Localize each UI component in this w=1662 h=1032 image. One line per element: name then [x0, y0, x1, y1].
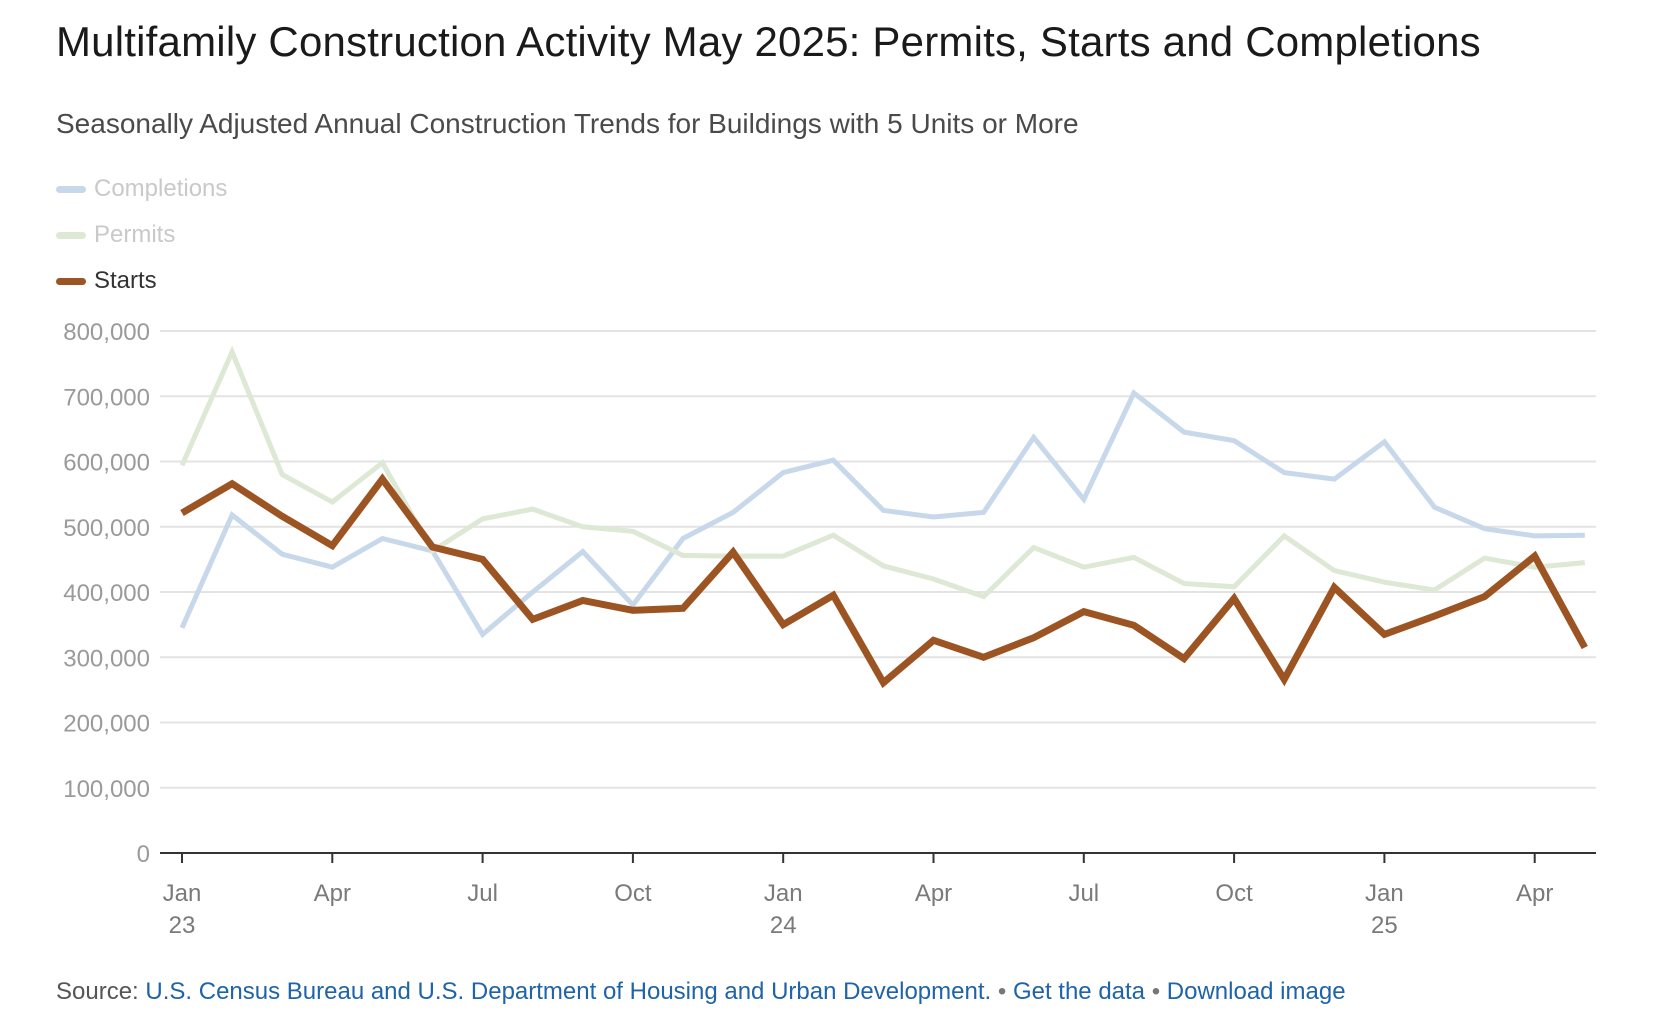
x-tick-label: Oct — [614, 880, 652, 907]
series-line-permits — [179, 345, 1586, 600]
y-tick-label: 400,000 — [63, 580, 150, 607]
line-chart: 0 100,000 200,000 300,000 400,000 500,000 600,… — [63, 319, 1596, 939]
footer-separator: • — [997, 978, 1007, 1005]
legend-swatch-permits — [56, 231, 86, 239]
legend-item-completions[interactable]: Completions — [56, 166, 227, 212]
legend-item-permits[interactable]: Permits — [56, 212, 227, 258]
footer-separator: • — [1151, 978, 1161, 1005]
series-line-starts — [180, 473, 1588, 689]
y-tick-label: 800,000 — [63, 319, 150, 346]
x-tick-label: Jul — [1068, 880, 1099, 907]
y-tick-label: 300,000 — [63, 645, 150, 672]
x-tick-sublabel: 25 — [1371, 912, 1398, 939]
legend-label-starts: Starts — [94, 267, 157, 294]
x-tick-label: Apr — [915, 880, 952, 907]
x-tick-label: Jan — [1365, 880, 1404, 907]
legend-label-completions: Completions — [94, 175, 228, 202]
x-tick-label: Apr — [1516, 880, 1553, 907]
legend-item-starts[interactable]: Starts — [56, 258, 227, 304]
x-tick-sublabel: 24 — [770, 912, 797, 939]
chart-title: Multifamily Construction Activity May 20… — [56, 18, 1481, 65]
download-image-link[interactable]: Download image — [1166, 978, 1346, 1005]
x-tick-label: Jan — [764, 880, 803, 907]
y-tick-label: 100,000 — [63, 776, 150, 803]
x-tick-label: Apr — [314, 880, 351, 907]
x-tick-label: Oct — [1215, 880, 1253, 907]
x-tick-label: Jan — [163, 880, 202, 907]
source-link[interactable]: U.S. Census Bureau and U.S. Department o… — [145, 978, 992, 1005]
legend-swatch-completions — [56, 185, 86, 193]
y-tick-label: 600,000 — [63, 450, 150, 477]
y-tick-label: 200,000 — [63, 711, 150, 738]
y-tick-label: 500,000 — [63, 515, 150, 542]
legend-swatch-starts — [56, 277, 86, 285]
chart-footer: Source: U.S. Census Bureau and U.S. Depa… — [56, 978, 1346, 1006]
chart-legend: Completions Permits Starts — [56, 166, 227, 304]
y-tick-label: 700,000 — [63, 384, 150, 411]
series-line-completions — [179, 389, 1585, 639]
source-label: Source: — [56, 978, 139, 1005]
legend-label-permits: Permits — [94, 221, 176, 248]
y-tick-label: 0 — [137, 841, 150, 868]
get-data-link[interactable]: Get the data — [1012, 978, 1146, 1005]
chart-subtitle: Seasonally Adjusted Annual Construction … — [56, 108, 1079, 139]
x-tick-label: Jul — [467, 880, 498, 907]
x-tick-sublabel: 23 — [169, 912, 196, 939]
